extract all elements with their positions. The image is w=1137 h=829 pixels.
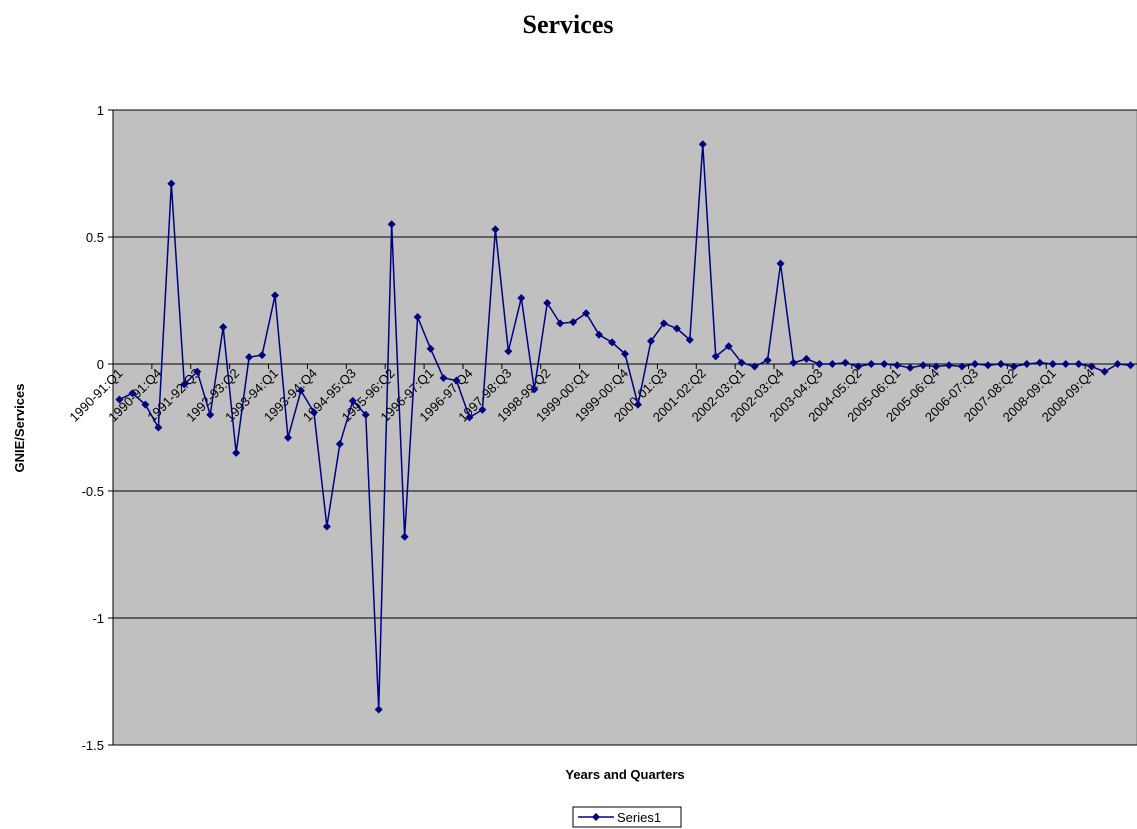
plot-area [112, 109, 1137, 746]
data-point [322, 522, 331, 531]
data-point [361, 410, 370, 419]
data-point [439, 373, 448, 382]
y-tick-label: 0 [97, 357, 104, 372]
data-point [633, 400, 642, 409]
data-point [335, 440, 344, 449]
data-point [1074, 360, 1083, 368]
y-tick-label: 1 [97, 103, 104, 118]
data-point [983, 361, 992, 370]
data-point [893, 361, 902, 370]
data-point [206, 410, 215, 419]
data-point [465, 413, 474, 422]
data-point [193, 367, 202, 376]
data-point [906, 363, 915, 372]
data-point [478, 405, 487, 414]
chart-title: Services [523, 10, 614, 39]
y-axis-title: GNIE/Services [12, 384, 27, 473]
data-point [724, 342, 733, 351]
data-point [776, 259, 785, 268]
x-axis-title: Years and Quarters [565, 767, 684, 782]
data-point [621, 349, 629, 358]
data-point [245, 353, 254, 362]
data-point [569, 318, 578, 327]
data-point [685, 335, 694, 344]
data-point [115, 395, 124, 404]
data-point [919, 361, 928, 370]
data-point [672, 324, 681, 333]
data-point [659, 319, 668, 328]
data-point [608, 338, 617, 347]
data-point [854, 362, 863, 371]
data-point [309, 408, 318, 417]
data-point [698, 140, 707, 149]
data-point [1022, 360, 1031, 368]
data-point [180, 380, 189, 389]
data-point [841, 358, 850, 367]
data-point [750, 362, 759, 371]
data-point [595, 330, 604, 339]
data-point [828, 360, 837, 368]
data-point [452, 376, 461, 385]
data-point [517, 293, 526, 302]
data-point [374, 705, 383, 714]
data-point [258, 351, 267, 360]
data-point [1061, 360, 1070, 368]
y-tick-label: -1.5 [82, 738, 104, 753]
data-point [945, 361, 954, 370]
data-point [543, 299, 552, 308]
data-point [1009, 362, 1018, 371]
data-point [413, 313, 422, 322]
data-point [932, 362, 941, 371]
data-point [737, 358, 746, 367]
data-point [128, 389, 137, 398]
data-point [348, 396, 357, 405]
legend-box [572, 806, 682, 828]
legend-marker [592, 813, 600, 821]
data-point [789, 358, 798, 367]
data-point [1126, 361, 1135, 370]
data-point [1087, 362, 1096, 371]
data-point [400, 532, 409, 541]
data-point [556, 319, 565, 328]
data-point [219, 323, 228, 332]
y-tick-label: 0.5 [86, 230, 104, 245]
y-tick-label: -0.5 [82, 484, 104, 499]
legend-label: Series1 [617, 810, 661, 825]
data-point [1113, 360, 1122, 368]
data-point [763, 356, 772, 365]
data-point [154, 423, 163, 432]
data-point [141, 400, 150, 409]
data-point [646, 337, 655, 346]
data-point [1100, 367, 1109, 376]
data-point [1048, 360, 1057, 368]
data-point [296, 386, 305, 395]
data-point [582, 309, 591, 318]
y-tick-label: -1 [92, 611, 104, 626]
data-point [880, 360, 889, 368]
data-point [867, 360, 876, 368]
data-point [802, 354, 811, 363]
data-point [530, 385, 539, 394]
data-point [504, 347, 513, 356]
data-point [167, 179, 176, 188]
data-point [711, 352, 720, 361]
data-point [996, 360, 1005, 368]
data-point [283, 433, 292, 442]
data-point [387, 220, 396, 229]
data-point [271, 291, 280, 300]
data-point [426, 344, 435, 353]
data-point [232, 448, 241, 457]
data-point [958, 362, 967, 371]
legend: Series1 [572, 806, 682, 828]
data-point [815, 360, 824, 368]
data-point [1035, 358, 1044, 367]
data-point [970, 360, 979, 368]
data-point [491, 225, 500, 234]
